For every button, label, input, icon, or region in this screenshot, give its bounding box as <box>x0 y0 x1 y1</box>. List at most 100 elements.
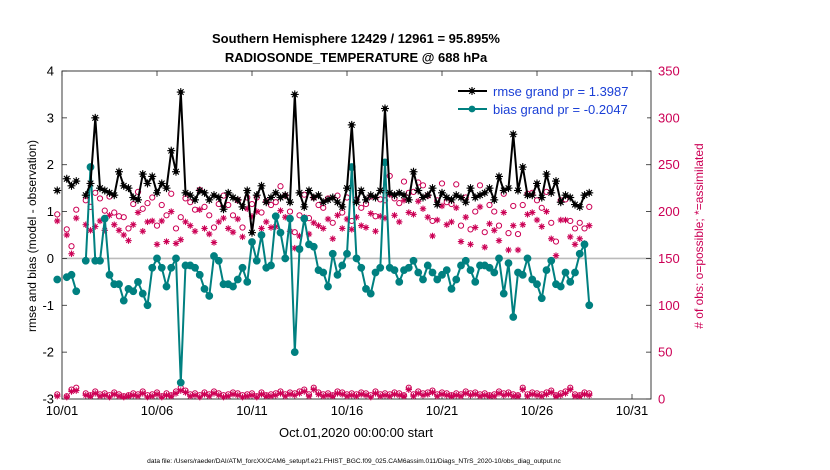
bias-point <box>134 277 142 286</box>
right-y-tick-label: 300 <box>658 110 680 125</box>
obs-possible-point <box>457 222 465 229</box>
obs-assimilated-point <box>172 390 180 397</box>
rmse-point <box>214 193 223 202</box>
bias-point <box>72 287 81 296</box>
obs-assimilated-point <box>467 392 474 399</box>
rmse-point <box>233 195 242 204</box>
rmse-point-core <box>126 185 131 191</box>
rmse-point-core <box>102 188 107 193</box>
obs-possible-point <box>68 243 75 250</box>
obs-assimilated-point <box>538 392 545 400</box>
rmse-point <box>371 193 380 202</box>
rmse-point-core <box>496 174 502 179</box>
obs-assimilated-point <box>68 250 75 257</box>
obs-assimilated-point <box>434 216 441 224</box>
obs-assimilated-point <box>586 222 593 229</box>
obs-assimilated-point <box>448 218 455 226</box>
rmse-point-core <box>311 195 316 200</box>
rmse-point <box>53 186 62 195</box>
obs-assimilated-point <box>462 213 469 221</box>
bias-point <box>252 256 261 265</box>
obs-possible-point <box>486 201 493 209</box>
obs-assimilated-point <box>581 391 588 398</box>
bias-point <box>300 214 309 223</box>
bias-point <box>414 268 423 277</box>
obs-assimilated-point <box>586 392 593 399</box>
obs-assimilated-point <box>543 208 550 215</box>
obs-possible-point <box>96 195 104 202</box>
bias-point <box>138 289 147 298</box>
rmse-point-core <box>444 195 449 200</box>
rmse-point <box>428 184 437 193</box>
obs-possible-point <box>329 219 336 226</box>
obs-possible-point <box>495 222 503 229</box>
rmse-point-core <box>482 190 487 196</box>
bias-point <box>276 228 285 237</box>
rmse-point <box>514 186 522 195</box>
rmse-point-core <box>107 190 112 196</box>
obs-assimilated-point <box>548 389 555 396</box>
obs-assimilated-point <box>362 224 370 231</box>
bias-point <box>390 266 399 275</box>
bias-point <box>561 268 570 277</box>
rmse-point-core <box>354 200 359 205</box>
bias-point <box>466 266 475 275</box>
rmse-point-core <box>430 185 435 191</box>
obs-assimilated-point <box>334 390 341 397</box>
rmse-point-core <box>363 197 369 203</box>
x-tick-label: 10/06 <box>141 403 174 418</box>
obs-assimilated-point <box>324 392 332 399</box>
rmse-point <box>300 202 309 211</box>
obs-assimilated-point <box>424 213 431 221</box>
obs-assimilated-point <box>538 223 545 230</box>
obs-assimilated-point <box>182 218 189 226</box>
rmse-point-core <box>64 176 69 181</box>
obs-assimilated-point <box>567 233 574 241</box>
rmse-point-core <box>368 192 373 198</box>
obs-assimilated-point <box>472 224 479 231</box>
rmse-point-core <box>264 200 269 205</box>
rmse-point-core <box>278 195 283 200</box>
rmse-point-core <box>340 204 345 210</box>
obs-possible-point <box>567 217 574 225</box>
rmse-point-core <box>226 190 231 196</box>
rmse-point <box>518 163 527 172</box>
obs-assimilated-point <box>552 252 560 259</box>
obs-possible-point <box>111 209 118 216</box>
obs-assimilated-point <box>229 391 237 398</box>
rmse-point <box>238 202 247 211</box>
bias-point <box>176 378 185 387</box>
rmse-point-core <box>192 197 198 203</box>
obs-assimilated-point <box>510 222 517 229</box>
obs-assimilated-point <box>68 388 75 395</box>
rmse-point <box>414 186 423 195</box>
obs-possible-point <box>272 199 279 206</box>
obs-possible-point <box>201 203 208 210</box>
obs-assimilated-point <box>505 391 512 398</box>
rmse-point <box>362 195 370 204</box>
obs-assimilated-point <box>562 390 569 397</box>
rmse-point-core <box>188 192 193 198</box>
obs-assimilated-point <box>196 206 203 213</box>
obs-assimilated-point <box>73 214 80 222</box>
rmse-point-core <box>178 89 183 95</box>
obs-assimilated-point <box>443 221 450 228</box>
obs-assimilated-point <box>367 210 374 217</box>
obs-assimilated-point <box>96 392 104 400</box>
rmse-point-core <box>131 195 136 200</box>
rmse-point-core <box>164 185 169 191</box>
obs-assimilated-point <box>320 225 327 232</box>
rmse-point-core <box>568 195 573 200</box>
rmse-point-core <box>287 200 293 205</box>
obs-assimilated-point <box>191 228 199 235</box>
rmse-point-core <box>259 183 264 188</box>
rmse-point <box>153 188 161 197</box>
obs-possible-point <box>125 225 132 232</box>
obs-assimilated-point <box>324 215 332 223</box>
rmse-point <box>485 184 494 193</box>
obs-possible-point <box>438 180 446 187</box>
bias-point <box>537 294 546 303</box>
obs-assimilated-point <box>172 240 180 247</box>
obs-possible-point <box>429 217 436 225</box>
